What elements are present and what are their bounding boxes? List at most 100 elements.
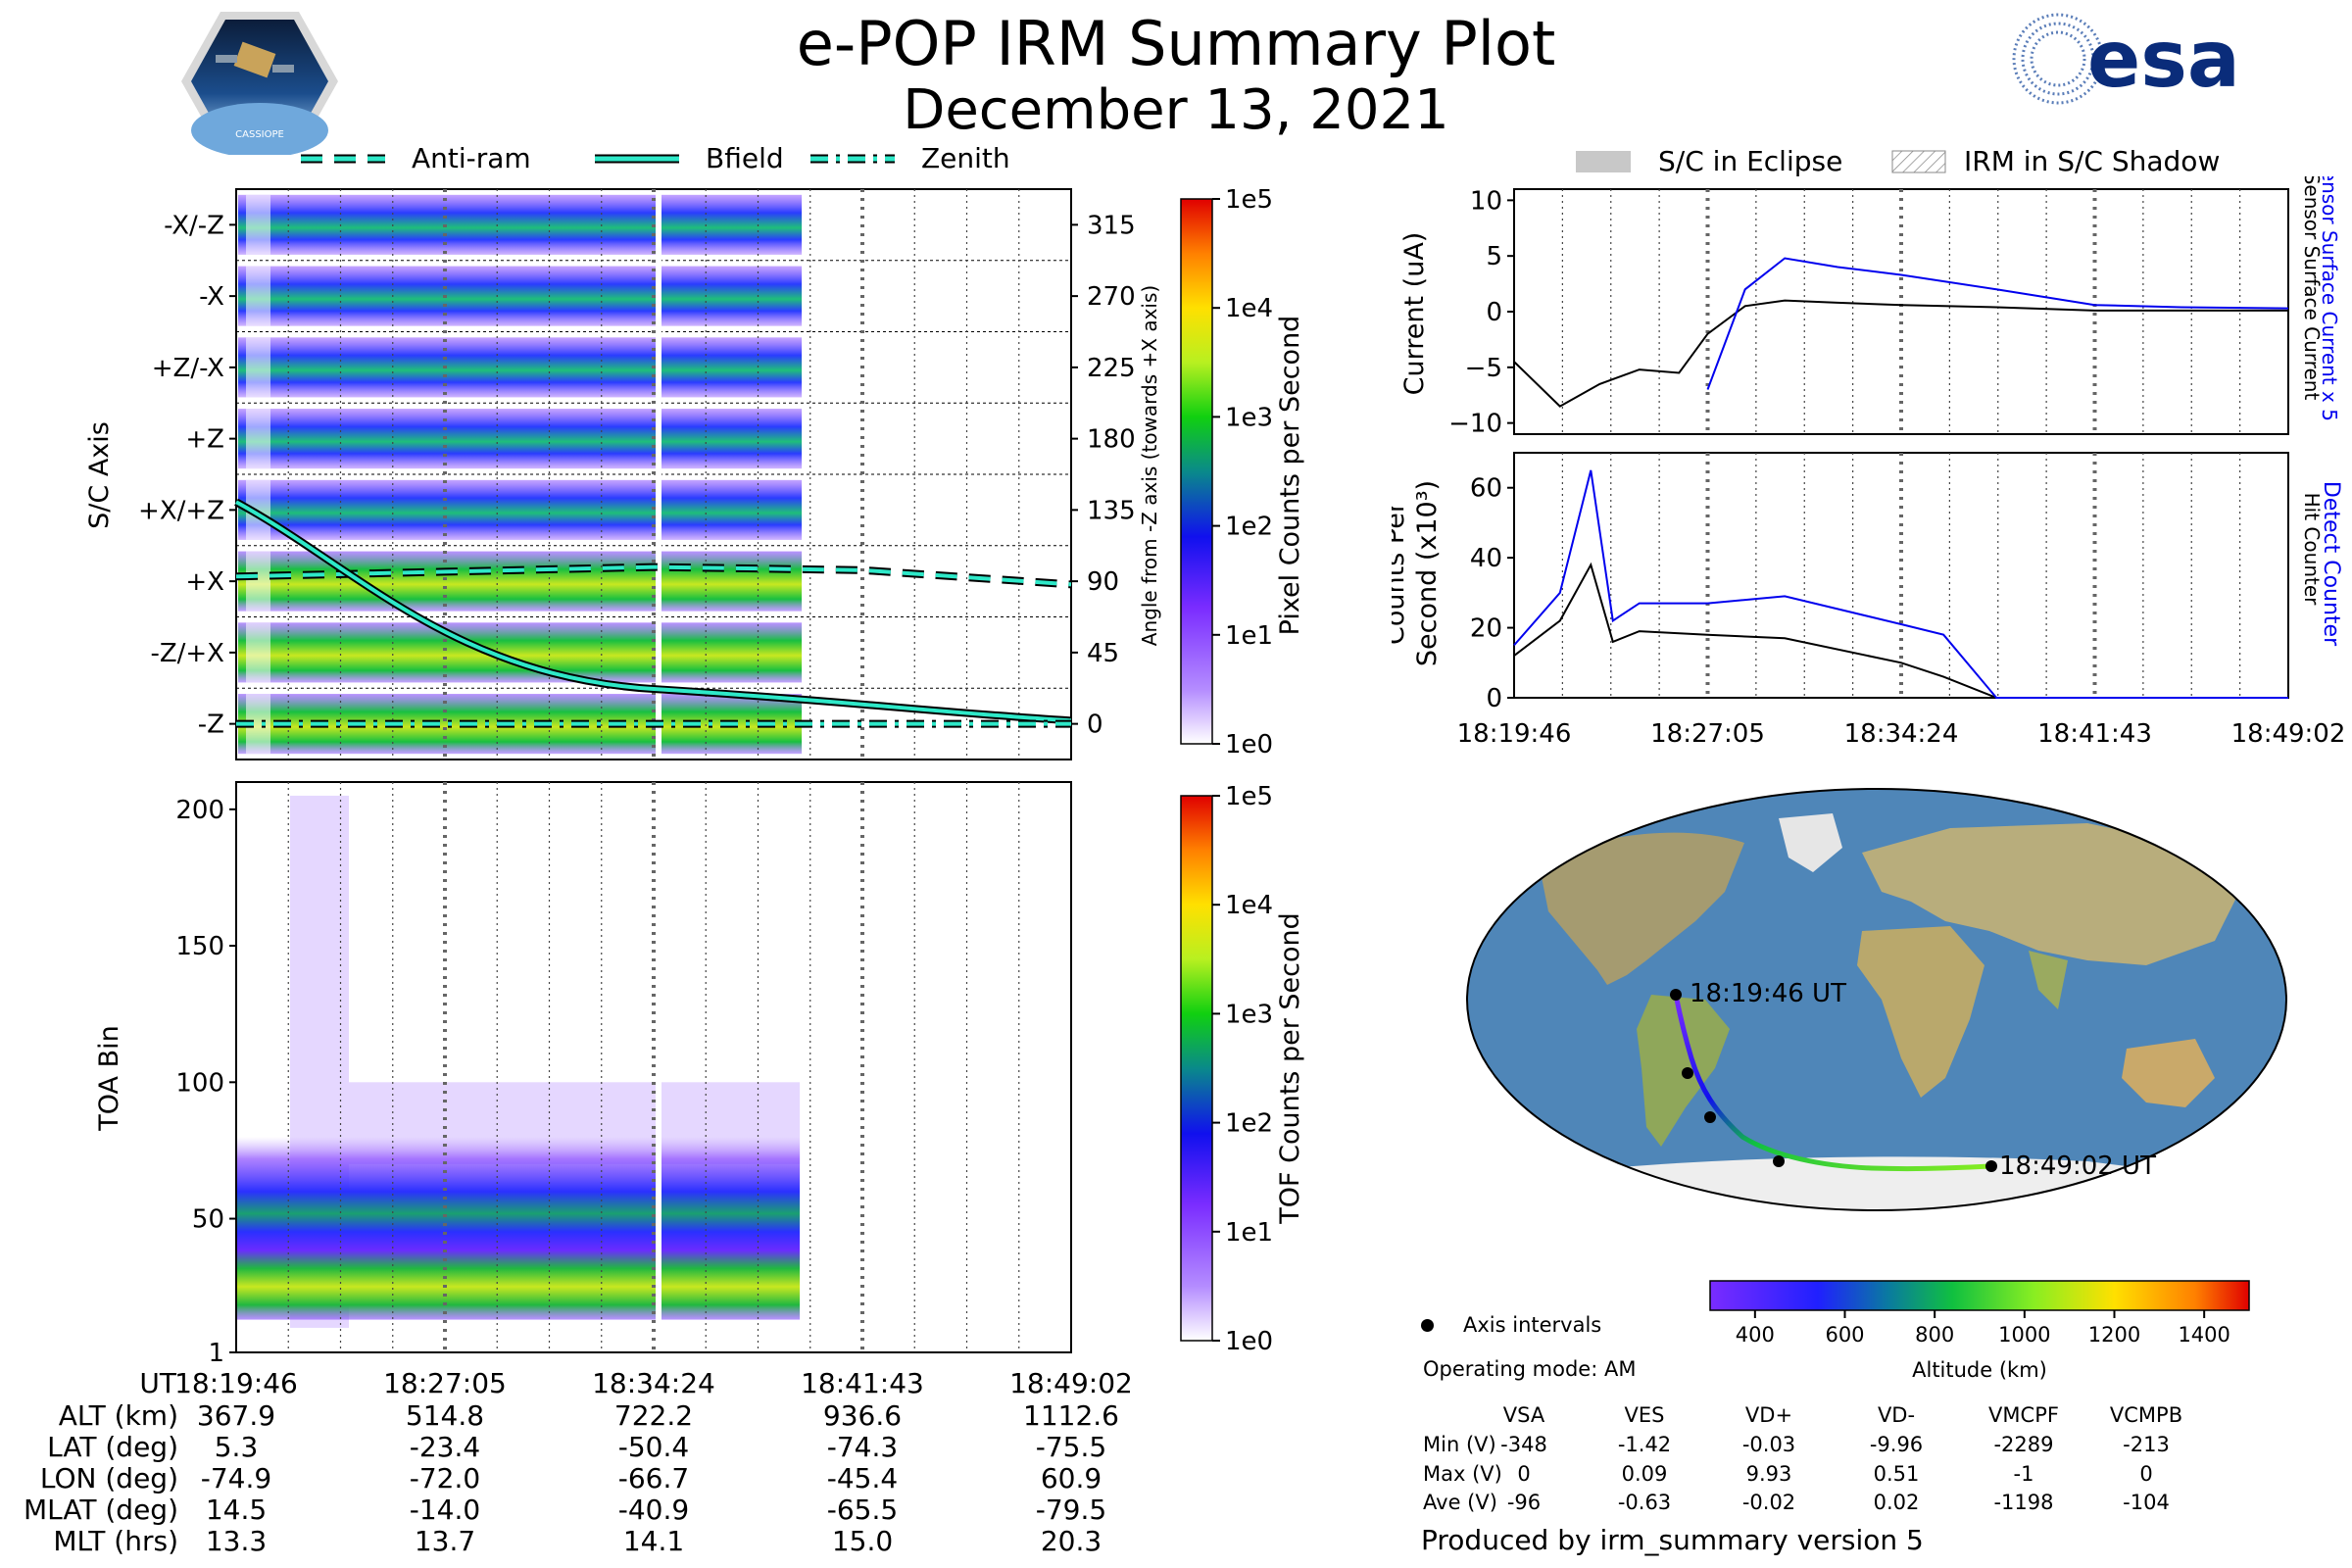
voltage-header: VMCPF xyxy=(1988,1403,2059,1427)
time-tick-label: 18:27:05 xyxy=(383,1367,507,1399)
ytick-label: 0 xyxy=(1486,298,1502,327)
ephemeris-value: -74.9 xyxy=(200,1462,272,1494)
ephemeris-value: -50.4 xyxy=(617,1431,690,1463)
voltage-value: -0.02 xyxy=(1741,1491,1796,1514)
time-tick-label: 18:34:24 xyxy=(1844,719,1959,749)
ytick-label: 150 xyxy=(175,932,224,961)
ephemeris-value: 722.2 xyxy=(613,1399,694,1432)
ytick-label: +X/+Z xyxy=(138,496,224,525)
alt-tick-label: 1200 xyxy=(2088,1323,2140,1347)
map-end-label: 18:49:02 UT xyxy=(1999,1152,2156,1181)
cbar-tick-label: 1e4 xyxy=(1225,294,1273,323)
current-right-black: Sensor Surface Current xyxy=(2300,176,2324,400)
operating-mode: Operating mode: AM xyxy=(1423,1357,1637,1381)
ephemeris-value: 514.8 xyxy=(405,1399,485,1432)
gap-mark xyxy=(246,266,270,326)
ytick-label: -X xyxy=(199,282,224,312)
heat-band xyxy=(238,337,803,398)
cbar-tick-label: 1e5 xyxy=(1225,185,1273,215)
voltage-value: -0.63 xyxy=(1617,1491,1672,1514)
right-tick-label: 45 xyxy=(1087,639,1119,668)
altitude-colorbar: 400 600 800 1000 1200 1400 Altitude (km) xyxy=(1709,1280,2250,1382)
alt-tick-label: 1400 xyxy=(2178,1323,2230,1347)
scaxis-panel: -X/-Z 315 -X 270 +Z/-X 225 +Z 180 +X/+Z 135 +X 90 -Z… xyxy=(84,185,1305,760)
overlay-antiram xyxy=(235,564,1072,587)
ephemeris-value: 14.1 xyxy=(622,1525,685,1557)
altitude-label: Altitude (km) xyxy=(1912,1358,2047,1382)
ephemeris-value: 936.6 xyxy=(822,1399,903,1432)
ephemeris-value: -65.5 xyxy=(826,1494,899,1526)
time-tick-label: 18:49:02 xyxy=(2231,719,2346,749)
ytick-label: 1 xyxy=(208,1339,224,1362)
gap-mark xyxy=(246,551,270,612)
counts-panel: 60 40 20 0 18:19:46 18:27:05 18:34:24 18:41:43 1… xyxy=(1392,452,2346,749)
series-line-1 xyxy=(1513,469,2288,699)
colorbar2-label: TOF Counts per Second xyxy=(1275,912,1305,1225)
ephemeris-value: -66.7 xyxy=(617,1462,690,1494)
esa-logo: esa xyxy=(2012,13,2240,105)
esa-logo-text: esa xyxy=(2087,14,2240,105)
cbar-tick-label: 1e2 xyxy=(1225,513,1273,542)
ephemeris-value: 60.9 xyxy=(1040,1462,1102,1494)
ephemeris-value: -72.0 xyxy=(409,1462,481,1494)
gap-mark xyxy=(246,409,270,469)
right-tick-label: 225 xyxy=(1087,354,1136,383)
time-tick-label: 18:19:46 xyxy=(174,1367,298,1399)
cbar-tick-label: 1e0 xyxy=(1225,1327,1273,1356)
ephemeris-value: 5.3 xyxy=(214,1431,259,1463)
voltage-row-label: Max (V) xyxy=(1423,1462,1502,1486)
voltage-value: -2289 xyxy=(1993,1433,2054,1456)
axis-intervals-legend: Axis intervals xyxy=(1421,1313,1601,1337)
cassiope-logo-text: CASSIOPE xyxy=(235,129,284,140)
counts-ylabel-2: Second (x10³) xyxy=(1412,480,1443,666)
voltage-header: VES xyxy=(1624,1403,1665,1427)
voltage-value: 9.93 xyxy=(1745,1462,1792,1486)
legend-eclipse: S/C in Eclipse xyxy=(1576,145,1842,177)
orbit-track xyxy=(1673,994,1992,1172)
ytick-label: 20 xyxy=(1470,614,1502,644)
cbar-tick-label: 1e5 xyxy=(1225,782,1273,811)
ephemeris-value: 15.0 xyxy=(831,1525,894,1557)
axis-interval-dot xyxy=(1985,1160,1997,1172)
counts-right-blue: Detect Counter xyxy=(2319,481,2343,647)
data-gap xyxy=(656,189,662,760)
ephemeris-value: 367.9 xyxy=(196,1399,276,1432)
gap-mark xyxy=(246,337,270,398)
heat-band xyxy=(238,622,803,683)
time-tick-label: 18:27:05 xyxy=(1650,719,1765,749)
cbar-tick-label: 1e3 xyxy=(1225,1000,1273,1029)
axis-interval-dot xyxy=(1682,1067,1693,1079)
alt-tick-label: 1000 xyxy=(1998,1323,2050,1347)
ephemeris-row-label: UT xyxy=(139,1367,176,1399)
ytick-label: 100 xyxy=(175,1068,224,1098)
voltage-header: VSA xyxy=(1502,1403,1545,1427)
ytick-label: 5 xyxy=(1486,242,1502,271)
ytick-label: -X/-Z xyxy=(164,211,224,240)
voltage-value: 0.51 xyxy=(1873,1462,1920,1486)
legend-label: Zenith xyxy=(921,142,1010,174)
voltage-value: -213 xyxy=(2123,1433,2170,1456)
ephemeris-value: -45.4 xyxy=(826,1462,899,1494)
voltage-value: -348 xyxy=(1500,1433,1547,1456)
axis-intervals-label: Axis intervals xyxy=(1463,1313,1602,1337)
voltage-value: 0 xyxy=(1517,1462,1531,1486)
time-tick-label: 18:19:46 xyxy=(1457,719,1572,749)
ephemeris-value: -79.5 xyxy=(1035,1494,1107,1526)
axis-interval-dot xyxy=(1704,1111,1716,1123)
ephemeris-value: 20.3 xyxy=(1040,1525,1102,1557)
legend-zenith: Zenith xyxy=(808,142,1010,174)
ephemeris-row-label: LAT (deg) xyxy=(47,1431,178,1463)
toa-ylabel: TOA Bin xyxy=(94,1025,124,1131)
voltage-row-label: Min (V) xyxy=(1423,1433,1496,1456)
time-tick-label: 18:34:24 xyxy=(592,1367,715,1399)
orbit-map: 18:19:46 UT 18:49:02 UT xyxy=(1466,788,2287,1211)
right-axis-label: Angle from -Z axis (towards +X axis) xyxy=(1138,285,1161,646)
axis-interval-dot xyxy=(1670,989,1682,1001)
ytick-label: +Z/-X xyxy=(152,354,224,383)
ephemeris-value: -14.0 xyxy=(409,1494,481,1526)
ephemeris-row-label: LON (deg) xyxy=(39,1462,178,1494)
cassiope-logo: CASSIOPE xyxy=(181,12,338,155)
map-start-label: 18:19:46 UT xyxy=(1690,979,1846,1008)
counts-right-black: Hit Counter xyxy=(2300,493,2324,606)
voltage-value: 0.09 xyxy=(1621,1462,1668,1486)
